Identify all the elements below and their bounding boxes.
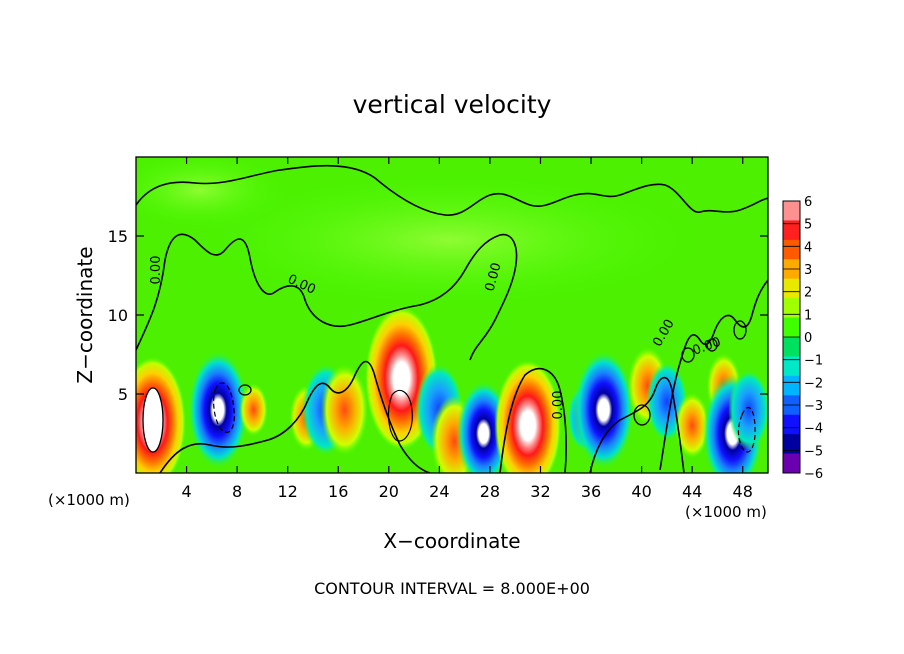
- solid-contour-inner: [387, 389, 413, 442]
- colorbar-label-6: 0: [804, 331, 812, 346]
- zero-contour-cluster: [499, 367, 685, 473]
- small-contour-b: [681, 347, 695, 363]
- colorbar: 6 5 4 3 2 1 0 −1 −2 −3 −4 −5 −6: [782, 195, 823, 482]
- colorbar-label-10: −4: [804, 422, 823, 437]
- x-tick-label-1: 8: [232, 482, 242, 501]
- colorbar-label-1: 5: [804, 218, 812, 233]
- y-tick-label-1: 10: [108, 306, 128, 325]
- x-unit-right: (×1000 m): [685, 503, 767, 521]
- velocity-cell-10: [494, 359, 562, 473]
- colorbar-swatch-6: [783, 317, 800, 338]
- colorbar-label-0: 6: [804, 195, 812, 210]
- zero-contour-lower: [159, 360, 431, 473]
- x-unit-left: (×1000 m): [48, 491, 130, 509]
- colorbar-label-7: −1: [804, 354, 823, 369]
- colorbar-swatch-9: [783, 375, 800, 396]
- small-contour-d: [733, 320, 747, 340]
- velocity-cells: [136, 305, 768, 473]
- colorbar-swatch-11: [783, 414, 800, 435]
- x-tick-label-5: 24: [429, 482, 449, 501]
- small-contour-f: [633, 404, 651, 426]
- colorbar-swatch-8: [783, 356, 800, 377]
- contour-label-3: 0.00: [551, 391, 566, 420]
- colorbar-label-9: −3: [804, 399, 823, 414]
- y-tick-label-0: 5: [118, 385, 128, 404]
- velocity-cell-12: [573, 350, 635, 470]
- colorbar-swatch-1: [783, 220, 800, 241]
- contour-label-0: 0.00: [149, 256, 164, 285]
- colorbar-label-2: 4: [804, 240, 812, 255]
- y-axis: 5 10 15: [108, 227, 768, 404]
- small-contour-e: [238, 384, 252, 396]
- colorbar-swatch-4: [783, 278, 800, 299]
- colorbar-swatch-7: [783, 337, 800, 357]
- velocity-cell-1: [187, 350, 249, 470]
- velocity-cell-5: [320, 363, 369, 457]
- velocity-cell-18: [728, 369, 768, 450]
- x-tick-label-2: 12: [278, 482, 298, 501]
- colorbar-label-11: −5: [804, 444, 823, 459]
- y-axis-label: Z−coordinate: [73, 246, 97, 383]
- colorbar-swatch-0: [783, 201, 800, 221]
- colorbar-swatch-12: [783, 434, 800, 455]
- colorbar-label-4: 2: [804, 286, 812, 301]
- x-axis-label: X−coordinate: [383, 529, 520, 553]
- dashed-contour-b: [737, 407, 756, 453]
- colorbar-label-3: 3: [804, 263, 812, 278]
- x-tick-label-11: 48: [733, 482, 753, 501]
- plot-area: 0.000.00 0.000.000.000.00: [136, 157, 768, 473]
- x-tick-label-4: 20: [379, 482, 399, 501]
- zero-contour-right: [659, 279, 768, 471]
- x-tick-label-6: 28: [480, 482, 500, 501]
- velocity-cell-2: [239, 382, 268, 437]
- small-contour-c: [706, 338, 718, 352]
- y-tick-label-2: 15: [108, 227, 128, 246]
- upper-pale-band: [190, 170, 710, 310]
- zero-contour-middle: [136, 233, 518, 361]
- x-tick-label-7: 32: [530, 482, 550, 501]
- chart-title: vertical velocity: [353, 90, 552, 119]
- contour-interval-note: CONTOUR INTERVAL = 8.000E+00: [314, 579, 590, 598]
- upper-pale-band-left: [136, 157, 290, 230]
- x-tick-label-10: 44: [682, 482, 702, 501]
- colorbar-label-8: −2: [804, 376, 823, 391]
- colorbar-swatch-2: [783, 239, 800, 260]
- colorbar-swatch-13: [783, 453, 800, 474]
- colorbar-label-12: −6: [804, 467, 823, 482]
- small-contour-a: [142, 387, 164, 453]
- contour-label-2: 0.00: [483, 261, 505, 293]
- velocity-cell-15: [674, 392, 710, 460]
- x-tick-label-8: 36: [581, 482, 601, 501]
- zero-contour-upper: [136, 164, 768, 216]
- colorbar-label-5: 1: [804, 308, 812, 323]
- x-tick-label-3: 16: [328, 482, 348, 501]
- x-tick-label-0: 4: [181, 482, 191, 501]
- colorbar-swatch-5: [783, 298, 800, 319]
- x-axis: 4 8 12 16 20 24 28 32 36 40 44 48: [181, 157, 753, 501]
- x-tick-label-9: 40: [631, 482, 651, 501]
